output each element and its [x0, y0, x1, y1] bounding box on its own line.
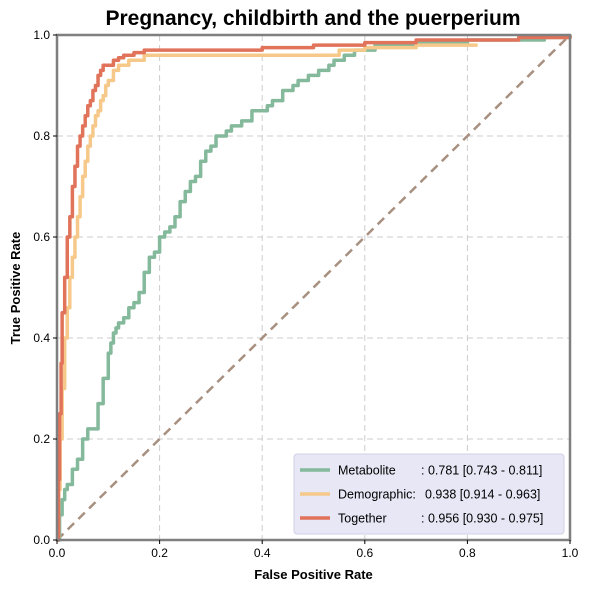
legend-entry-score: : 0.781 [0.743 - 0.811] [421, 464, 542, 478]
x-tick-label: 0.6 [356, 546, 373, 560]
legend-entry-name: Metabolite [338, 464, 396, 478]
plot-series [56, 34, 572, 542]
y-tick-label: 0.0 [33, 533, 50, 547]
x-tick-label: 0.8 [459, 546, 476, 560]
legend: Metabolite : 0.781 [0.743 - 0.811] Demogra… [293, 453, 565, 535]
roc-line-together [56, 35, 572, 542]
x-tick-label: 1.0 [562, 546, 579, 560]
y-tick-label: 0.8 [33, 129, 50, 143]
legend-entry-name: Demographic: [338, 488, 416, 502]
roc-line-demographic [56, 43, 478, 542]
y-tick-label: 1.0 [33, 28, 50, 42]
legend-entry-name: Together [338, 512, 387, 526]
x-tick-label: 0.2 [151, 546, 168, 560]
y-tick-label: 0.4 [33, 331, 50, 345]
y-axis-label: True Positive Rate [8, 232, 23, 345]
legend-entry-score: : 0.956 [0.930 - 0.975] [421, 512, 543, 526]
y-tick-label: 0.6 [33, 230, 50, 244]
x-tick-label: 0.4 [254, 546, 271, 560]
x-tick-label: 0.0 [49, 546, 66, 560]
chart-title: Pregnancy, childbirth and the puerperium [105, 7, 520, 30]
legend-box [293, 453, 565, 535]
x-axis-label: False Positive Rate [254, 567, 373, 582]
x-axis-ticks: 0.0 0.2 0.4 0.6 0.8 1.0 [49, 540, 579, 560]
y-tick-label: 0.2 [33, 432, 50, 446]
y-axis-ticks: 0.0 0.2 0.4 0.6 0.8 1.0 [33, 28, 57, 547]
legend-entry-score: 0.938 [0.914 - 0.963] [425, 488, 540, 502]
roc-line-metabolite [57, 35, 572, 542]
plot-frame [55, 33, 572, 542]
